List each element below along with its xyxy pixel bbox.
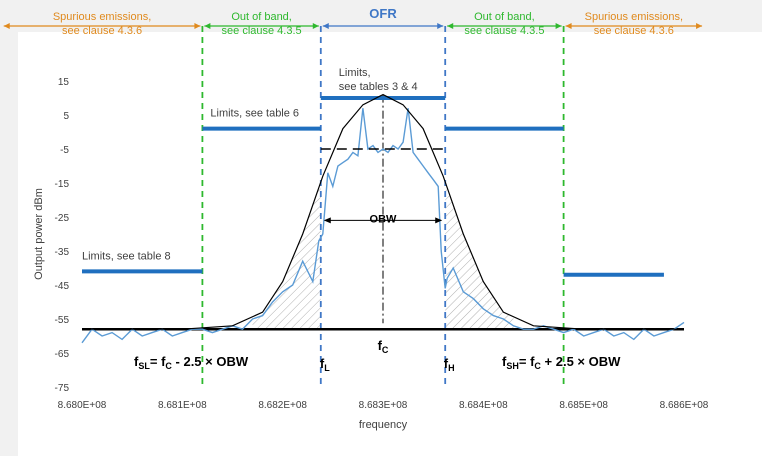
y-tick-label: 5 (63, 111, 69, 122)
limit-label: Limits, see tables 3 & 4 (339, 67, 418, 93)
y-tick-label: -15 (55, 179, 70, 190)
arrow-head (194, 23, 201, 29)
hatched-area-group (252, 181, 514, 330)
limit-lines: Limits, see table 8 Limits, see table 6 Li… (82, 67, 664, 277)
arrow-head (555, 23, 562, 29)
annotations: OBW fC fL fH fSL= fC - 2.5 × OBW fSH= fC + 2.… (134, 148, 621, 373)
region-label: Out of band, see clause 4.3.5 (464, 11, 544, 37)
arrow-head (323, 217, 331, 224)
y-tick-label: -25 (55, 213, 70, 224)
arrow-head (204, 23, 211, 29)
arrow-head (447, 23, 454, 29)
arrow-head (322, 23, 329, 29)
arrow-head (312, 23, 319, 29)
x-tick-label: 8.682E+08 (258, 400, 307, 411)
arrow-head (435, 217, 443, 224)
envelope-curve (82, 93, 684, 330)
envelope-group (82, 93, 684, 330)
x-tick-label: 8.684E+08 (459, 400, 508, 411)
y-tick-label: -5 (60, 145, 69, 156)
fl-label: fL (320, 356, 330, 373)
hatched-area (252, 181, 321, 330)
chart-panel (18, 32, 762, 456)
x-tick-label: 8.681E+08 (158, 400, 207, 411)
x-axis-label: frequency (359, 419, 408, 431)
x-tick-label: 8.686E+08 (660, 400, 709, 411)
x-tick-label: 8.683E+08 (359, 400, 408, 411)
y-tick-label: -55 (55, 315, 70, 326)
region-label: OFR (369, 6, 397, 21)
y-tick-label: -75 (55, 383, 70, 394)
x-tick-label: 8.685E+08 (559, 400, 608, 411)
obw-label: OBW (370, 213, 398, 225)
x-tick-label: 8.680E+08 (58, 400, 107, 411)
y-tick-label: 15 (58, 77, 70, 88)
spectrum-series-line (81, 108, 685, 344)
y-axis-label: Output power dBm (33, 188, 45, 280)
arrow-head (696, 23, 703, 29)
limit-label: Limits, see table 6 (210, 108, 299, 120)
region-markers: Spurious emissions, see clause 4.3.6 Out o… (3, 6, 703, 387)
fsl-equation: fSL= fC - 2.5 × OBW (134, 354, 249, 371)
arrow-head (437, 23, 444, 29)
arrow-head (565, 23, 572, 29)
axes: 15 5 -5 -15 -25 -35 -45 -55 -65 -75 8.680E+08 8.681… (33, 77, 709, 431)
fc-label: fC (378, 338, 389, 355)
y-tick-label: -65 (55, 349, 70, 360)
limit-label: Limits, see table 8 (82, 250, 171, 262)
region-label: Spurious emissions, see clause 4.3.6 (585, 11, 683, 37)
fh-label: fH (444, 356, 455, 373)
hatched-area (445, 181, 514, 330)
fsh-equation: fSH= fC + 2.5 × OBW (502, 354, 621, 371)
y-tick-label: -45 (55, 281, 70, 292)
y-tick-label: -35 (55, 247, 70, 258)
region-label: Spurious emissions, see clause 4.3.6 (53, 11, 151, 37)
arrow-head (3, 23, 10, 29)
region-label: Out of band, see clause 4.3.5 (222, 11, 302, 37)
